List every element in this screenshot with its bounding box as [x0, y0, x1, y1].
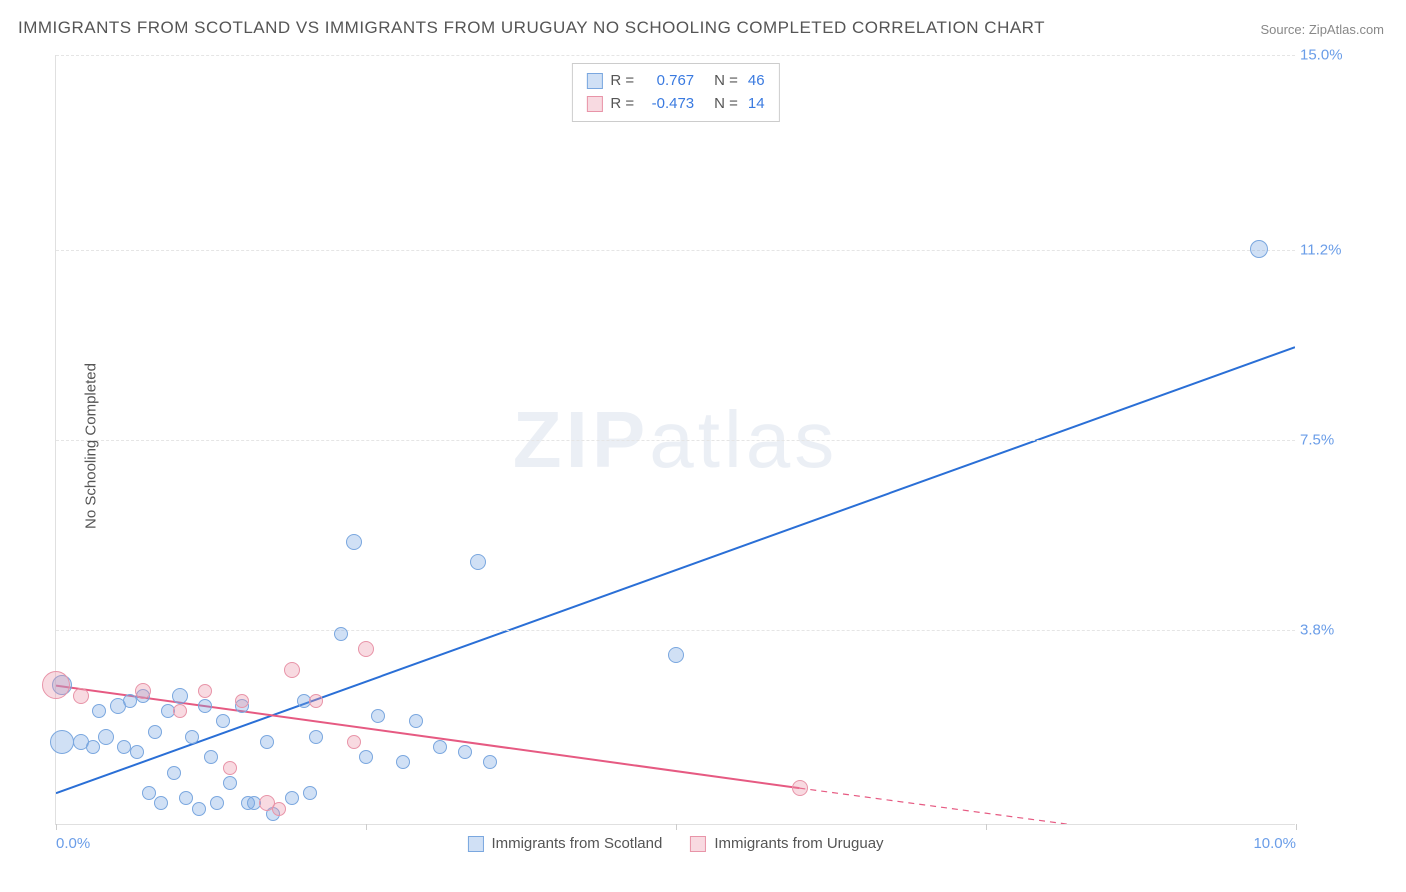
- scatter-point: [92, 704, 106, 718]
- legend-label: Immigrants from Scotland: [491, 835, 662, 852]
- y-tick-label: 3.8%: [1300, 621, 1355, 638]
- scatter-point: [223, 776, 237, 790]
- scatter-point: [86, 740, 100, 754]
- scatter-point: [198, 699, 212, 713]
- y-tick-label: 11.2%: [1300, 242, 1355, 259]
- scatter-point: [470, 554, 486, 570]
- legend-swatch-uruguay: [586, 96, 602, 112]
- x-tick-mark: [56, 824, 57, 830]
- legend-n-value: 46: [748, 70, 765, 93]
- scatter-point: [309, 694, 323, 708]
- scatter-point: [142, 786, 156, 800]
- legend-r-value: 0.767: [644, 70, 694, 93]
- legend-n-label: N =: [714, 70, 738, 93]
- legend-r-label: R =: [610, 93, 634, 116]
- legend-row-scotland: R = 0.767 N = 46: [586, 70, 764, 93]
- gridline-h: [56, 630, 1295, 631]
- legend-r-label: R =: [610, 70, 634, 93]
- scatter-point: [179, 791, 193, 805]
- scatter-point: [285, 791, 299, 805]
- scatter-point: [198, 684, 212, 698]
- scatter-point: [216, 714, 230, 728]
- scatter-point: [148, 725, 162, 739]
- scatter-point: [668, 647, 684, 663]
- chart-plot-area: ZIPatlas R = 0.767 N = 46 R = -0.473 N =…: [55, 55, 1295, 825]
- scatter-point: [42, 671, 70, 699]
- scatter-point: [172, 688, 188, 704]
- legend-label: Immigrants from Uruguay: [714, 835, 883, 852]
- scatter-point: [409, 714, 423, 728]
- legend-item-uruguay: Immigrants from Uruguay: [690, 835, 883, 852]
- scatter-point: [135, 683, 151, 699]
- x-tick-mark: [986, 824, 987, 830]
- scatter-point: [284, 662, 300, 678]
- scatter-point: [458, 745, 472, 759]
- legend-swatch-scotland: [586, 73, 602, 89]
- scatter-point: [359, 750, 373, 764]
- x-tick-mark: [1296, 824, 1297, 830]
- scatter-point: [204, 750, 218, 764]
- watermark-part-a: ZIP: [513, 395, 649, 484]
- scatter-point: [192, 802, 206, 816]
- scatter-point: [154, 796, 168, 810]
- scatter-point: [167, 766, 181, 780]
- x-tick-mark: [366, 824, 367, 830]
- scatter-point: [130, 745, 144, 759]
- scatter-point: [272, 802, 286, 816]
- legend-swatch-scotland: [467, 836, 483, 852]
- scatter-point: [1250, 240, 1268, 258]
- scatter-point: [303, 786, 317, 800]
- scatter-point: [235, 694, 249, 708]
- scatter-point: [358, 641, 374, 657]
- x-tick-label: 10.0%: [1253, 835, 1296, 852]
- y-tick-label: 15.0%: [1300, 47, 1355, 64]
- scatter-point: [223, 761, 237, 775]
- legend-swatch-uruguay: [690, 836, 706, 852]
- scatter-point: [185, 730, 199, 744]
- scatter-point: [260, 735, 274, 749]
- legend-n-value: 14: [748, 93, 765, 116]
- scatter-point: [73, 688, 89, 704]
- legend-row-uruguay: R = -0.473 N = 14: [586, 93, 764, 116]
- correlation-legend: R = 0.767 N = 46 R = -0.473 N = 14: [571, 63, 779, 122]
- scatter-point: [210, 796, 224, 810]
- scatter-point: [334, 627, 348, 641]
- scatter-point: [346, 534, 362, 550]
- scatter-point: [173, 704, 187, 718]
- gridline-h: [56, 440, 1295, 441]
- x-tick-mark: [676, 824, 677, 830]
- legend-n-label: N =: [714, 93, 738, 116]
- legend-item-scotland: Immigrants from Scotland: [467, 835, 662, 852]
- scatter-point: [371, 709, 385, 723]
- source-label: Source: ZipAtlas.com: [1260, 22, 1384, 37]
- gridline-h: [56, 250, 1295, 251]
- scatter-point: [50, 730, 74, 754]
- scatter-point: [433, 740, 447, 754]
- chart-title: IMMIGRANTS FROM SCOTLAND VS IMMIGRANTS F…: [18, 18, 1045, 38]
- scatter-point: [483, 755, 497, 769]
- y-tick-label: 7.5%: [1300, 432, 1355, 449]
- gridline-h: [56, 55, 1295, 56]
- x-tick-label: 0.0%: [56, 835, 90, 852]
- watermark-part-b: atlas: [649, 395, 838, 484]
- scatter-point: [792, 780, 808, 796]
- legend-r-value: -0.473: [644, 93, 694, 116]
- scatter-point: [396, 755, 410, 769]
- scatter-point: [347, 735, 361, 749]
- series-legend: Immigrants from Scotland Immigrants from…: [467, 835, 883, 852]
- scatter-point: [309, 730, 323, 744]
- scatter-point: [98, 729, 114, 745]
